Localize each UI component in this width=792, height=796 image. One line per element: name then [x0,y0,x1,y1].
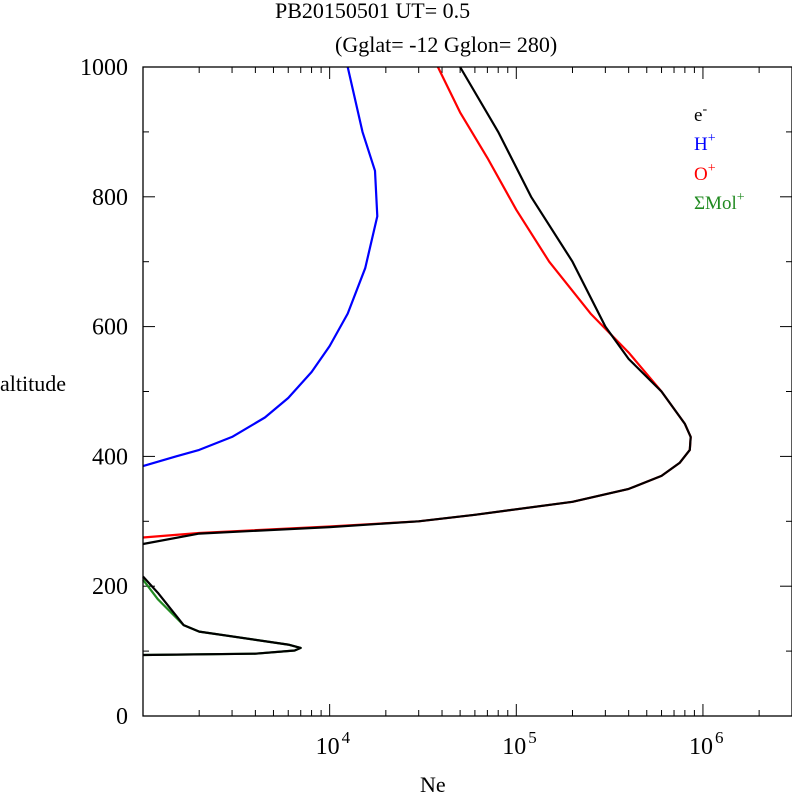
y-tick-label: 400 [92,444,128,470]
y-tick-label: 800 [92,185,128,211]
y-axis-label: altitude [0,371,66,396]
curves [142,66,692,657]
x-tick-label-exponent: 4 [342,728,351,747]
y-tick-labels: 0 200 400 600 800 1000 [80,55,128,730]
y-tick-label: 1000 [80,55,128,81]
series-line [142,66,692,539]
legend: e- H+ O+ ΣMol+ [694,102,745,214]
y-tick-label: 600 [92,315,128,341]
legend-entry: O+ [694,161,716,185]
x-tick-label-exponent: 6 [715,728,724,747]
chart-subtitle: (Gglat= -12 Gglon= 280) [335,32,557,57]
chart-title: PB20150501 UT= 0.5 [275,0,470,23]
y-tick-label: 200 [92,574,128,600]
legend-entry: H+ [694,131,716,155]
x-axis-label: Ne [420,772,446,796]
y-tick-label: 0 [116,704,128,730]
legend-entry: ΣMol+ [694,190,745,214]
x-tick-label: 10 [316,734,340,760]
legend-entry: e- [694,102,707,126]
series-line [142,66,692,657]
x-tick-labels: 10 4 10 5 10 6 [316,728,724,760]
x-tick-label-exponent: 5 [528,728,537,747]
x-tick-label: 10 [689,734,713,760]
plot-frame [142,66,792,717]
series-line [142,66,379,468]
x-tick-label: 10 [502,734,526,760]
